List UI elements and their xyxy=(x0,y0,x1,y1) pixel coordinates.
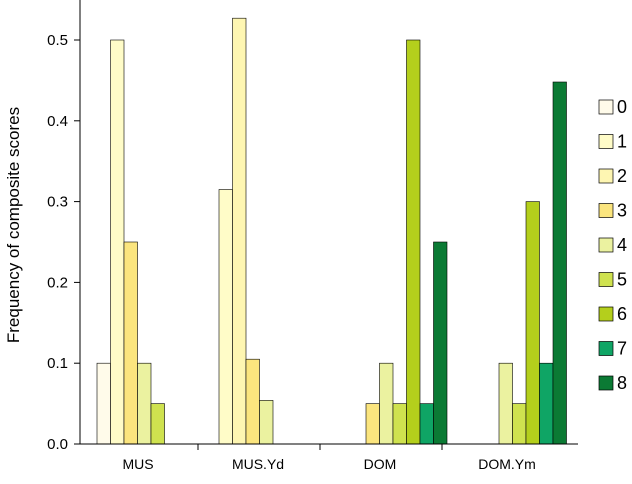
x-tick-label: MUS.Yd xyxy=(232,456,284,472)
legend-label-1: 1 xyxy=(617,132,627,152)
legend-label-2: 2 xyxy=(617,166,627,186)
x-tick-label: DOM.Ym xyxy=(478,456,536,472)
bar-dom-score-3 xyxy=(365,403,380,445)
axes: 0.0 0.1 0.2 0.3 0.4 0.5 MUS MUS.Yd DOM DOM.Ym xyxy=(47,0,578,472)
y-axis-title: Frequency of composite scores xyxy=(4,107,23,343)
legend-label-4: 4 xyxy=(617,235,627,255)
bar-mus-score-4 xyxy=(137,362,152,445)
bar-dom-score-8 xyxy=(433,241,448,445)
bar-mus-score-5 xyxy=(150,403,165,445)
legend-swatch-3 xyxy=(598,203,614,218)
bar-mus-score-0 xyxy=(96,362,111,445)
bar-dom-ym-score-8 xyxy=(552,81,567,445)
bar-dom-score-7 xyxy=(419,403,434,445)
legend-swatch-6 xyxy=(598,306,614,322)
bar-dom-ym-score-5 xyxy=(512,403,527,445)
y-tick-label: 0.2 xyxy=(47,274,68,291)
legend-swatch-1 xyxy=(598,134,614,149)
bar-dom-ym-score-4 xyxy=(498,362,513,445)
x-tick-label: MUS xyxy=(122,456,153,472)
bar-dom-ym-score-6 xyxy=(525,201,540,445)
legend-label-7: 7 xyxy=(617,339,627,359)
legend-swatch-8 xyxy=(598,375,614,391)
bar-mus-score-3 xyxy=(123,241,138,445)
x-tick-label: DOM xyxy=(364,456,397,472)
legend-label-6: 6 xyxy=(617,304,627,324)
bar-dom-ym-score-7 xyxy=(539,362,554,445)
bar-mus-yd-score-3 xyxy=(245,358,260,445)
legend-label-5: 5 xyxy=(617,270,627,290)
bar-mus-score-1 xyxy=(110,39,125,445)
y-tick-label: 0.5 xyxy=(47,32,68,49)
legend-swatch-4 xyxy=(598,237,614,253)
plot-area xyxy=(96,17,567,445)
y-tick-label: 0.0 xyxy=(47,436,68,453)
bar-mus-yd-score-4 xyxy=(259,400,274,445)
legend-swatch-2 xyxy=(598,168,614,184)
legend-swatch-7 xyxy=(598,341,614,356)
bar-mus-yd-score-1 xyxy=(218,189,233,445)
y-tick-label: 0.4 xyxy=(47,113,68,130)
y-tick-label: 0.3 xyxy=(47,194,68,211)
legend-swatch-0 xyxy=(598,99,614,115)
legend: 0 1 2 3 4 5 6 7 8 xyxy=(598,97,627,393)
y-tick-label: 0.1 xyxy=(47,355,68,372)
bar-dom-score-5 xyxy=(392,403,407,445)
legend-label-8: 8 xyxy=(617,373,627,393)
legend-swatch-5 xyxy=(598,272,614,287)
bar-mus-yd-score-2 xyxy=(232,17,247,445)
legend-label-0: 0 xyxy=(617,97,627,117)
legend-label-3: 3 xyxy=(617,201,627,221)
bar-dom-score-4 xyxy=(379,362,394,445)
bar-dom-score-6 xyxy=(406,39,421,445)
